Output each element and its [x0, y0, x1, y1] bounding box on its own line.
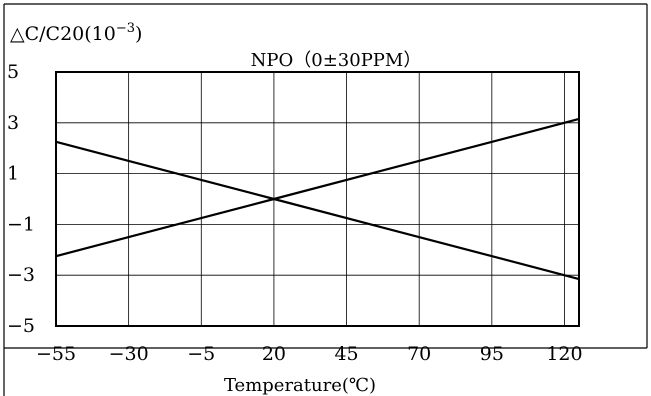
x-tick-label: 20 — [262, 343, 286, 365]
y-tick-labels: 5 3 1 −1 −3 −5 — [7, 61, 35, 337]
series-line-1 — [55, 140, 580, 281]
series-line-2 — [55, 117, 580, 258]
x-tick-label: 70 — [407, 343, 431, 365]
y-tick-label: −3 — [7, 264, 35, 286]
x-tick-label: −5 — [187, 343, 215, 365]
x-tick-label: 95 — [480, 343, 504, 365]
x-axis-label: Temperature(℃) — [224, 375, 376, 396]
y-axis-label: △C/C20(10−3) — [10, 21, 142, 45]
chart-title: NPO（0±30PPM） — [251, 50, 422, 71]
grid — [55, 71, 579, 327]
y-tick-label: −1 — [7, 213, 35, 235]
series-group — [55, 117, 580, 281]
plot-area-border — [55, 71, 580, 327]
x-tick-label: 45 — [334, 343, 358, 365]
x-tick-label: 120 — [546, 343, 582, 365]
y-tick-label: 5 — [7, 61, 19, 83]
y-tick-label: −5 — [7, 315, 35, 337]
x-tick-label: −55 — [36, 343, 76, 365]
y-tick-label: 3 — [7, 112, 19, 134]
x-tick-label: −30 — [109, 343, 149, 365]
x-tick-labels: −55 −30 −5 20 45 70 95 120 — [36, 343, 583, 365]
y-tick-label: 1 — [7, 163, 19, 185]
